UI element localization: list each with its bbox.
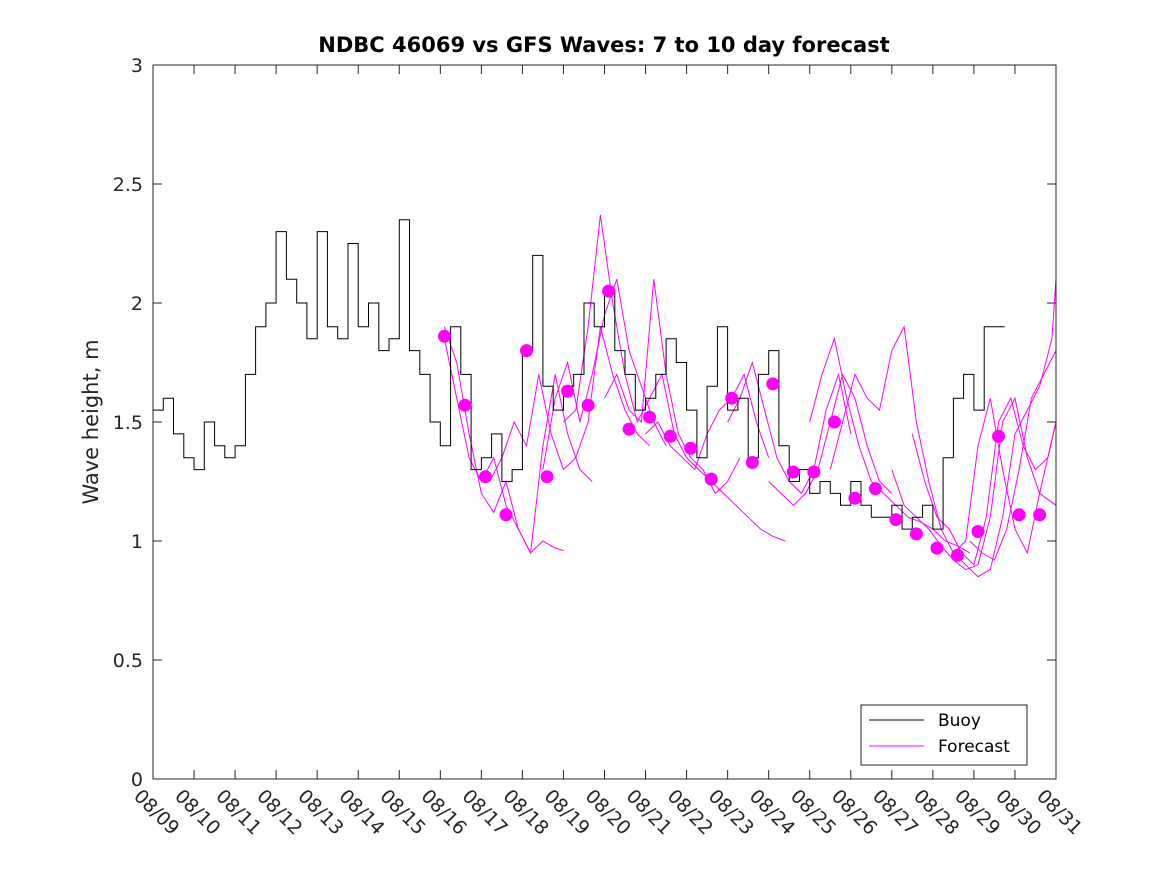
forecast-marker: [951, 548, 964, 562]
forecast-line: [911, 396, 1057, 566]
forecast-line: [891, 396, 1057, 571]
forecast-marker: [889, 513, 903, 527]
legend: Buoy Forecast: [860, 704, 1028, 766]
y-tick-label: 2.5: [113, 174, 143, 196]
forecast-marker: [848, 491, 862, 505]
forecast-marker: [930, 541, 944, 555]
forecast-marker: [1033, 508, 1047, 522]
y-tick-label: 3: [131, 55, 143, 77]
forecast-marker: [704, 472, 718, 486]
forecast-line: [953, 279, 1057, 578]
y-axis: 0 0.5 1 1.5 2 2.5 3: [113, 55, 1056, 791]
forecast-marker: [725, 391, 739, 405]
forecast-marker: [909, 527, 923, 541]
forecast-line: [969, 350, 1057, 561]
forecast-marker: [458, 398, 472, 412]
forecast-line: [809, 336, 971, 554]
forecast-marker: [1012, 508, 1026, 522]
forecast-marker: [766, 377, 780, 391]
y-axis-label: Wave height, m: [79, 339, 103, 504]
legend-forecast-label: Forecast: [938, 737, 1010, 757]
plot-area: [153, 65, 1056, 779]
forecast-marker: [561, 384, 575, 398]
forecast-marker: [827, 415, 841, 429]
y-tick-label: 0.5: [113, 650, 143, 672]
forecast-marker: [499, 508, 513, 522]
forecast-marker: [992, 429, 1005, 443]
forecast-marker: [684, 441, 698, 455]
chart-title: NDBC 46069 vs GFS Waves: 7 to 10 day for…: [318, 33, 889, 57]
legend-buoy-label: Buoy: [938, 711, 981, 731]
forecast-marker: [643, 410, 657, 424]
forecast-marker: [581, 398, 595, 412]
y-tick-label: 1: [131, 531, 143, 553]
forecast-marker: [622, 422, 636, 436]
forecast-line: [489, 326, 650, 482]
forecast-line: [604, 279, 741, 495]
series-layer: [153, 214, 1057, 578]
forecast-line: [686, 457, 786, 542]
forecast-line: [443, 338, 593, 555]
forecast-marker: [602, 284, 616, 298]
forecast-marker: [437, 329, 451, 343]
legend-box: [860, 704, 1028, 766]
y-tick-label: 1.5: [113, 412, 143, 434]
forecast-marker: [786, 465, 800, 479]
forecast-marker: [745, 456, 759, 469]
forecast-marker: [971, 525, 985, 538]
forecast-marker: [479, 470, 492, 484]
forecast-marker: [540, 470, 554, 484]
forecast-marker: [868, 482, 882, 496]
plot-background: [153, 65, 1056, 779]
buoy-line: [153, 219, 1005, 530]
y-tick-label: 0: [131, 769, 143, 791]
forecast-marker: [663, 429, 677, 443]
forecast-marker: [520, 344, 533, 358]
axes-box: [152, 64, 1057, 780]
forecast-marker: [807, 465, 821, 479]
y-tick-label: 2: [131, 293, 143, 315]
